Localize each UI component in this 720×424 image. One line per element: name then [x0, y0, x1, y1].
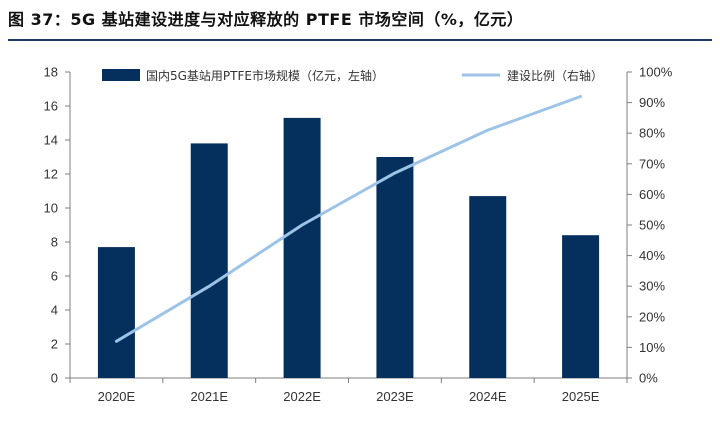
title-divider [8, 39, 712, 41]
x-tick-label: 2020E [98, 389, 136, 404]
y-right-tick-label: 40% [639, 248, 665, 263]
bar [376, 157, 414, 378]
y-left-tick-label: 2 [51, 337, 58, 352]
y-right-tick-label: 80% [639, 126, 665, 141]
y-left-tick-label: 0 [51, 371, 58, 386]
y-left-tick-label: 8 [51, 235, 58, 250]
line-series [114, 94, 583, 343]
bar [469, 196, 507, 378]
y-right-tick-label: 10% [639, 340, 665, 355]
y-left-tick-label: 6 [51, 269, 58, 284]
x-tick-label: 2023E [376, 389, 414, 404]
bar [562, 235, 600, 378]
x-tick-label: 2024E [469, 389, 507, 404]
y-left-tick-label: 14 [44, 133, 58, 148]
y-right-tick-label: 30% [639, 279, 665, 294]
x-tick-label: 2025E [562, 389, 600, 404]
y-left-tick-label: 16 [44, 99, 58, 114]
line-path [114, 94, 583, 343]
x-tick-label: 2022E [283, 389, 321, 404]
legend: 国内5G基站用PTFE市场规模（亿元，左轴） 建设比例（右轴） [102, 68, 603, 83]
y-left-tick-label: 10 [44, 201, 58, 216]
y-right-tick-label: 60% [639, 187, 665, 202]
figure-title: 图 37：5G 基站建设进度与对应释放的 PTFE 市场空间（%，亿元） [8, 10, 524, 29]
y-right-tick-label: 50% [639, 218, 665, 233]
y-left-tick-label: 4 [51, 303, 58, 318]
y-right-tick-label: 90% [639, 95, 665, 110]
bar [97, 247, 135, 378]
y-left-tick-label: 12 [44, 167, 58, 182]
axes: 0 2 4 6 8 10 12 14 16 18 0% 10% 20% 30% 40% 50% 60% 70% 80… [44, 65, 673, 405]
bar [190, 143, 228, 378]
legend-bar-swatch [102, 69, 140, 81]
y-right-tick-label: 70% [639, 156, 665, 171]
y-left-tick-label: 18 [44, 65, 58, 80]
y-right-tick-label: 100% [639, 65, 673, 80]
y-right-tick-label: 0% [639, 371, 658, 386]
y-right-tick-label: 20% [639, 309, 665, 324]
x-tick-label: 2021E [190, 389, 228, 404]
legend-bar-label: 国内5G基站用PTFE市场规模（亿元，左轴） [146, 68, 384, 83]
bar-series [97, 117, 600, 379]
legend-line-label: 建设比例（右轴） [507, 68, 603, 83]
bar [283, 117, 321, 379]
